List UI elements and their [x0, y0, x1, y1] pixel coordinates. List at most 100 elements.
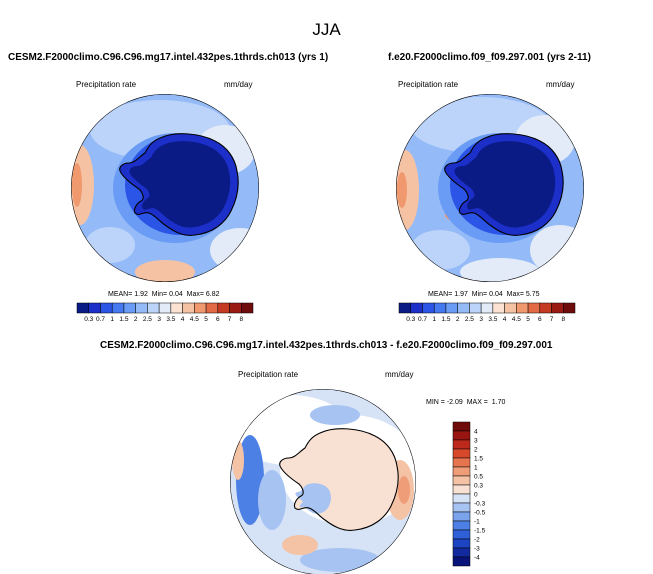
panel1-colorbar-swatch — [158, 302, 172, 314]
panel1-colorbar-tick-label: 3 — [157, 316, 161, 323]
panel2-mean-value: 1.97 — [454, 291, 468, 298]
panel2-colorbar-tick-label: 4.5 — [512, 316, 521, 323]
panel2-colorbar-swatch — [563, 302, 576, 314]
panel1-stats: MEAN= 1.92 Min= 0.04 Max= 6.82 — [108, 291, 220, 298]
panel3-colorbar-tick-label: 1 — [474, 465, 478, 472]
panel2-colorbar-swatch — [433, 302, 447, 314]
panel3-colorbar-swatch — [452, 493, 471, 504]
panel2-colorbar-tick-label: 8 — [561, 316, 565, 323]
panel2-colorbar-swatch — [504, 302, 517, 314]
panel2-colorbar-tick-label: 6 — [538, 316, 542, 323]
panel1-colorbar-tick-label: 8 — [239, 316, 243, 323]
panel3-colorbar-tick-label: -4 — [474, 555, 480, 562]
panel3-colorbar-swatch — [452, 556, 471, 567]
panel2-colorbar-swatch — [480, 302, 494, 314]
panel2-colorbar-tick-label: 0.3 — [406, 316, 415, 323]
panel3-max-value: 1.70 — [491, 399, 506, 406]
panel2-min-value: 0.04 — [489, 291, 503, 298]
panel1-colorbar-tick-label: 1.5 — [119, 316, 128, 323]
panel2-colorbar-swatch — [492, 302, 505, 314]
panel3-colorbar-tick-label: 1.5 — [474, 456, 483, 463]
panel2-colorbar-tick-label: 1.5 — [441, 316, 450, 323]
panel1-colorbar: 0.3 0.7 1 1.5 2 2.5 3 3.5 4 4.5 5 6 7 8 — [76, 302, 254, 323]
panel3-colorbar-swatch — [452, 430, 471, 441]
panel2-colorbar-tick-label: 0.7 — [418, 316, 427, 323]
panel2-colorbar-swatch — [457, 302, 470, 314]
panel3-colorbar-swatch — [452, 484, 471, 495]
panel3-colorbar-swatch — [452, 529, 471, 540]
panel3-title: CESM2.F2000climo.C96.C96.mg17.intel.432p… — [100, 340, 553, 351]
panel2-units-label: mm/day — [546, 80, 575, 89]
panel3-colorbar-swatch — [452, 439, 471, 450]
panel1-variable-label: Precipitation rate — [76, 80, 137, 89]
panel2-colorbar-swatch — [410, 302, 423, 314]
panel3-colorbar-tick-label: -1.5 — [474, 528, 486, 535]
panel1-colorbar-swatch — [100, 302, 113, 314]
panel1-colorbar-swatch — [123, 302, 136, 314]
panel1-max-value: 6.82 — [205, 291, 220, 298]
panel3-variable-label: Precipitation rate — [238, 370, 299, 379]
panel2-colorbar-swatch — [527, 302, 541, 314]
panel3-colorbar-swatch — [452, 448, 471, 459]
panel1-colorbar-tick-label: 7 — [228, 316, 232, 323]
panel2-colorbar-tick-label: 5 — [526, 316, 530, 323]
panel1-colorbar-swatch — [205, 302, 219, 314]
panel3-colorbar-tick-label: -0.5 — [474, 510, 486, 517]
panel2-variable-label: Precipitation rate — [398, 80, 459, 89]
panel1-colorbar-swatch — [111, 302, 125, 314]
panel1-colorbar-tick-label: 5 — [204, 316, 208, 323]
panel3-min-value: -2.09 — [446, 399, 463, 406]
panel2-colorbar-swatch — [445, 302, 458, 314]
panel1-units-label: mm/day — [224, 80, 253, 89]
panel1-colorbar-swatch — [241, 302, 254, 314]
panel1-colorbar-tick-label: 6 — [216, 316, 220, 323]
panel2-max-value: 5.75 — [525, 291, 540, 298]
panel3-colorbar-tick-label: 3 — [474, 438, 478, 445]
panel3-colorbar-tick-label: -3 — [474, 546, 480, 553]
panel3-colorbar-tick-label: -2 — [474, 537, 480, 544]
panel1-map — [71, 94, 259, 282]
panel2-stats: MEAN= 1.97 Min= 0.04 Max= 5.75 — [428, 291, 540, 298]
panel2-colorbar-swatch — [398, 302, 411, 314]
panel1-colorbar-swatch — [147, 302, 160, 314]
panel1-colorbar-tick-label: 4 — [181, 316, 185, 323]
panel2-colorbar-tick-label: 1 — [432, 316, 436, 323]
panel2-colorbar-tick-label: 3 — [479, 316, 483, 323]
panel3-colorbar-tick-label: 0.5 — [474, 474, 483, 481]
panel2-map — [396, 94, 584, 282]
panel3-colorbar-swatch — [452, 547, 471, 558]
panel1-colorbar-swatch — [135, 302, 148, 314]
panel3-colorbar-tick-label: 4 — [474, 429, 478, 436]
panel1-mean-value: 1.92 — [134, 291, 148, 298]
panel3-colorbar-tick-label: -0.3 — [474, 501, 486, 508]
panel2-title: f.e20.F2000climo.f09_f09.297.001 (yrs 2-… — [388, 52, 591, 63]
panel3-colorbar-swatch — [452, 520, 471, 531]
panel3-colorbar-swatch — [452, 457, 471, 468]
panel1-colorbar-swatch — [194, 302, 207, 314]
panel2-colorbar-swatch — [469, 302, 482, 314]
panel3-map — [230, 389, 416, 574]
panel1-colorbar-tick-label: 1 — [110, 316, 114, 323]
panel3-colorbar-swatch — [452, 466, 471, 477]
panel3-colorbar-tick-label: 2 — [474, 447, 478, 454]
panel2-colorbar: 0.3 0.7 1 1.5 2 2.5 3 3.5 4 4.5 5 6 7 8 — [398, 302, 576, 323]
panel1-colorbar-tick-label: 0.3 — [84, 316, 93, 323]
panel3-colorbar-swatch — [452, 511, 471, 522]
panel2-colorbar-tick-label: 2.5 — [465, 316, 474, 323]
panel2-colorbar-swatch — [422, 302, 435, 314]
panel2-colorbar-tick-label: 4 — [503, 316, 507, 323]
panel1-colorbar-swatch — [217, 302, 230, 314]
panel2-colorbar-tick-label: 7 — [550, 316, 554, 323]
panel1-colorbar-swatch — [88, 302, 101, 314]
panel2-colorbar-swatch — [551, 302, 564, 314]
panel1-colorbar-swatch — [229, 302, 242, 314]
panel1-colorbar-tick-label: 2.5 — [143, 316, 152, 323]
panel2-colorbar-tick-label: 3.5 — [488, 316, 497, 323]
panel1-colorbar-swatch — [170, 302, 183, 314]
panel1-title: CESM2.F2000climo.C96.C96.mg17.intel.432p… — [8, 52, 329, 63]
panel2-colorbar-tick-label: 2 — [456, 316, 460, 323]
panel3-colorbar-tick-label: -1 — [474, 519, 480, 526]
panel1-colorbar-tick-label: 2 — [134, 316, 138, 323]
figure-title: JJA — [312, 20, 341, 39]
